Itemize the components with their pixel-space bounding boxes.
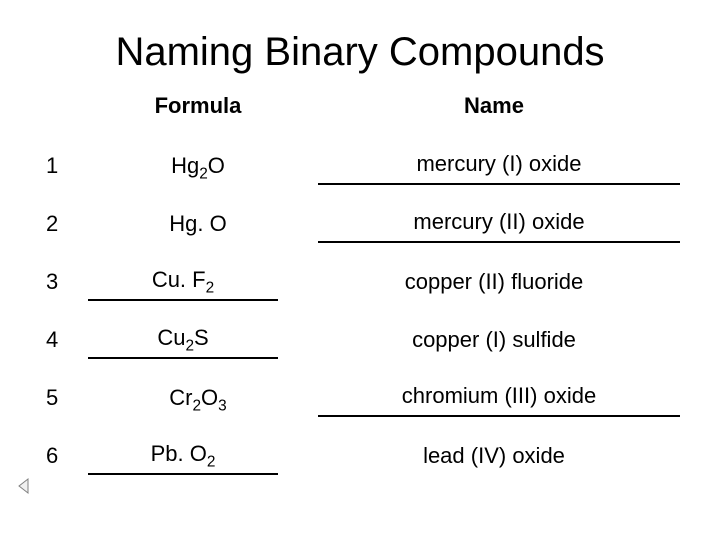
formula-cell: Hg2O <box>88 153 308 185</box>
table-row: 1Hg2O mercury (I) oxide <box>40 133 680 191</box>
row-number: 2 <box>40 211 88 243</box>
back-arrow-icon <box>14 476 34 496</box>
table-row: 5Cr2O3 chromium (III) oxide <box>40 365 680 423</box>
name-cell: mercury (II) oxide <box>318 209 680 243</box>
name-cell: mercury (I) oxide <box>318 151 680 185</box>
table-row: 4Cu2S copper (I) sulfide <box>40 307 680 365</box>
table-row: 2Hg. O mercury (II) oxide <box>40 191 680 249</box>
name-cell: copper (I) sulfide <box>308 327 680 359</box>
name-cell: lead (IV) oxide <box>308 443 680 475</box>
row-number: 6 <box>40 443 88 475</box>
row-number: 5 <box>40 385 88 417</box>
header-name: Name <box>308 93 680 119</box>
formula-cell: Hg. O <box>88 211 308 243</box>
prev-slide-button[interactable] <box>14 476 34 496</box>
row-number: 4 <box>40 327 88 359</box>
compound-rows: 1Hg2O mercury (I) oxide 2Hg. O mercury (II)… <box>0 133 720 481</box>
name-cell: chromium (III) oxide <box>318 383 680 417</box>
row-number: 3 <box>40 269 88 301</box>
formula-cell: Cu. F2 <box>88 267 278 301</box>
row-number: 1 <box>40 153 88 185</box>
formula-cell: Cr2O3 <box>88 385 308 417</box>
table-row: 6Pb. O2 lead (IV) oxide <box>40 423 680 481</box>
formula-cell: Pb. O2 <box>88 441 278 475</box>
name-cell: copper (II) fluoride <box>308 269 680 301</box>
column-headers: Formula Name <box>0 93 720 133</box>
header-formula: Formula <box>88 93 308 119</box>
formula-cell: Cu2S <box>88 325 278 359</box>
page-title: Naming Binary Compounds <box>0 0 720 93</box>
table-row: 3Cu. F2 copper (II) fluoride <box>40 249 680 307</box>
